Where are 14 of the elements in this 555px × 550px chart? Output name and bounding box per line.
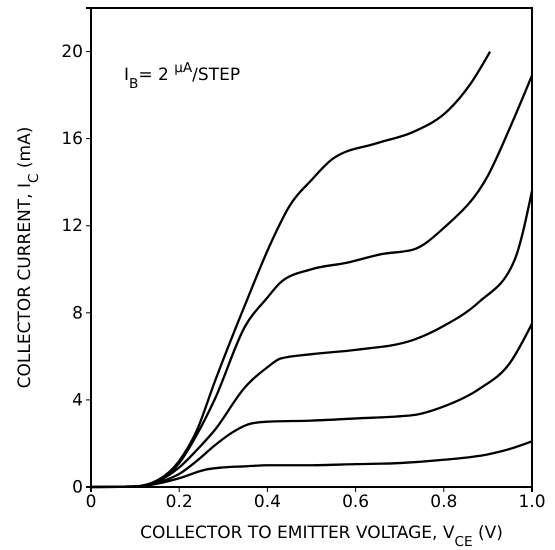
x-axis-title: COLLECTOR TO EMITTER VOLTAGE, V$_{CE}$ (V) [140,523,503,550]
x-tick-label: 0.2 [166,492,193,512]
y-tick-label: 12 [61,216,83,236]
x-tick-label: 0.8 [430,492,458,512]
y-tick-label: 0 [72,477,83,498]
x-tick-label: 0.6 [342,492,370,512]
x-tick-label: 0 [86,492,96,512]
y-tick-label: 16 [61,129,83,150]
y-tick-label: 20 [61,42,83,62]
x-tick-label: 0.4 [254,492,281,512]
y-tick-label: 8 [72,303,83,324]
y-tick-label: 4 [72,390,83,410]
x-tick-label: 1.0 [518,492,546,512]
annotation: I$_{B}$= 2 $^{μA}$/STEP [124,60,240,92]
